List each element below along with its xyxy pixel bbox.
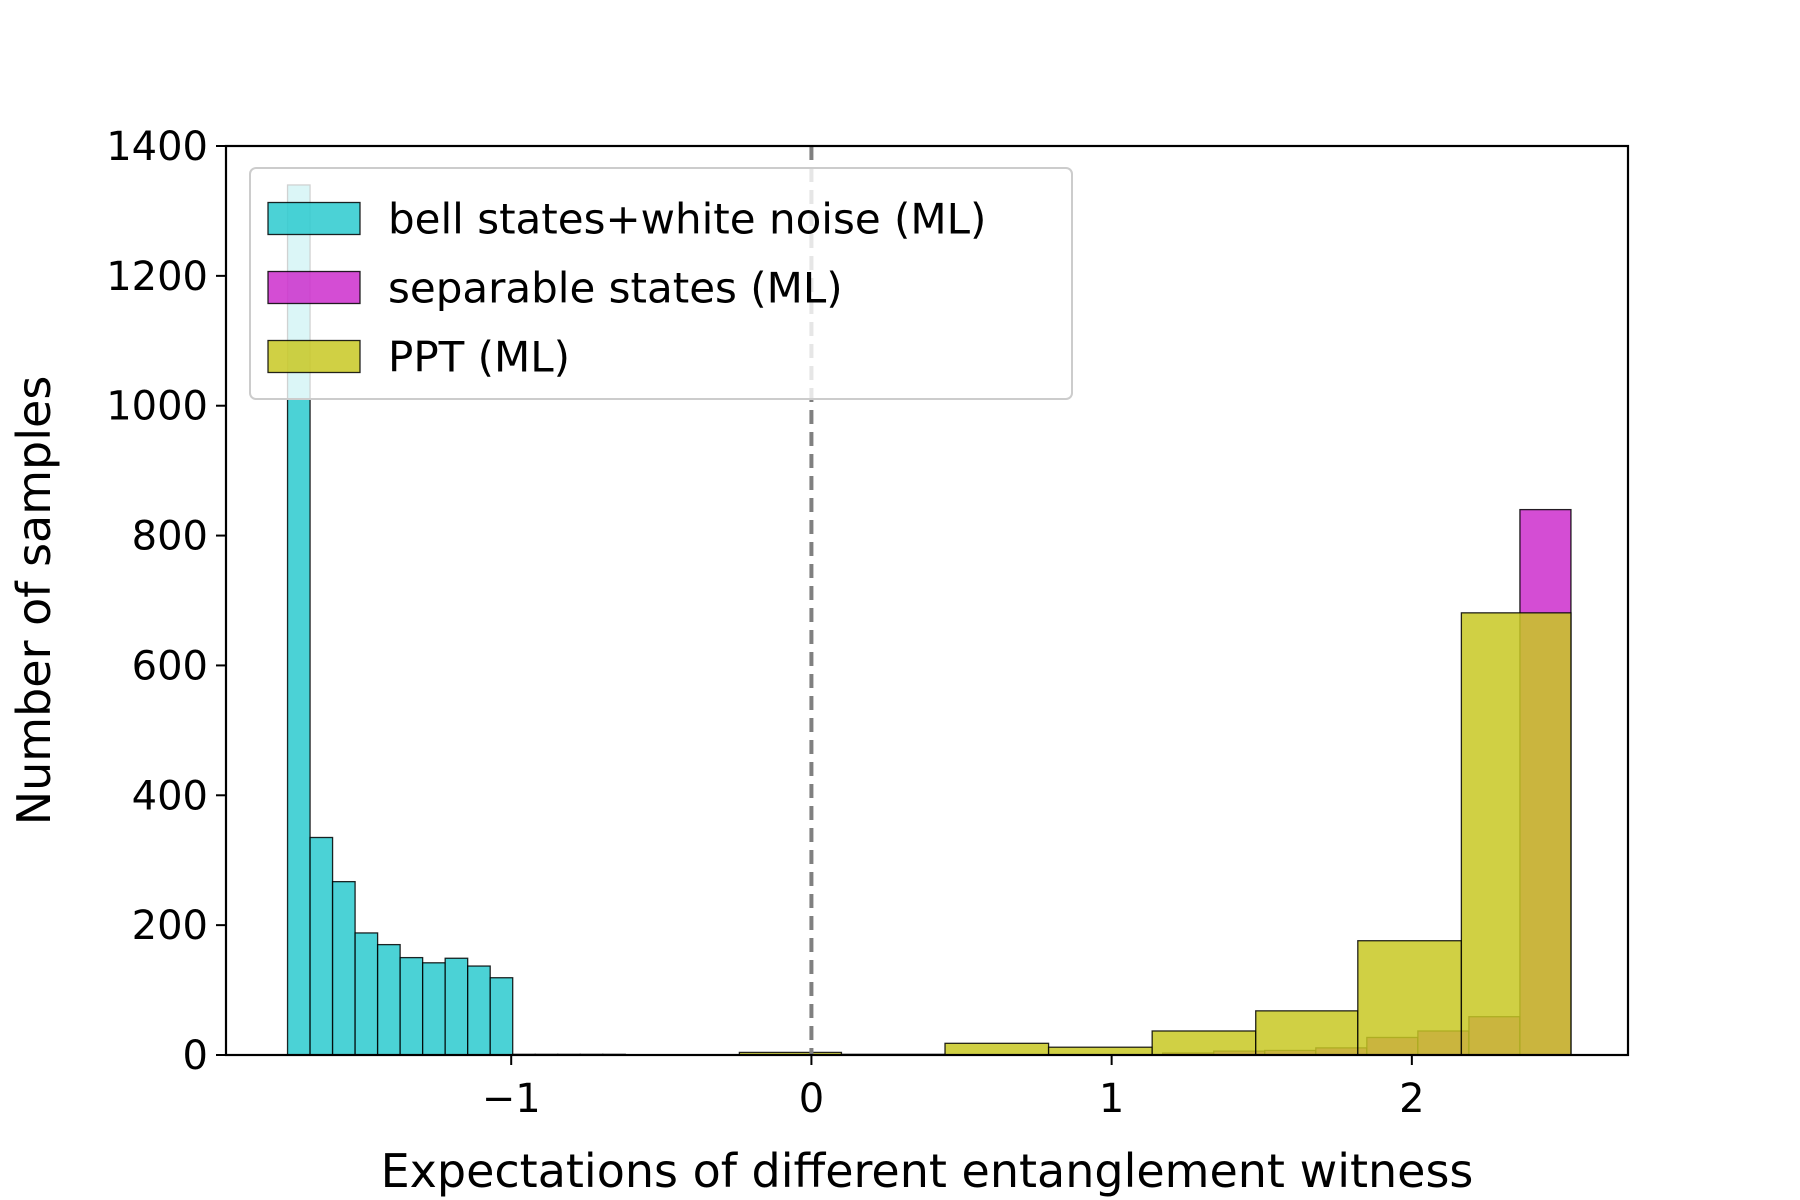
x-axis-title: Expectations of different entanglement w… [381,1144,1474,1198]
histogram-bar-series-0-bin-1 [309,836,334,1056]
histogram-bar-series-2-bin-7 [1460,612,1572,1056]
histogram-bar-series-0-bin-7 [444,957,469,1056]
histogram-bar-series-2-bin-6 [1357,940,1463,1056]
legend-label-0: bell states+white noise (ML) [388,195,986,244]
y-tick-label-5: 1000 [106,384,208,430]
histogram-bar-series-0-bin-4 [376,943,401,1056]
histogram-bar-series-0-bin-2 [331,880,356,1056]
legend-label-1: separable states (ML) [388,264,843,313]
x-axis-ticks: −1 0 1 2 [482,1055,1425,1122]
histogram-bar-series-0-bin-3 [354,932,379,1056]
x-tick-label-0: −1 [482,1076,541,1122]
histogram-bar-series-2-bin-5 [1255,1010,1359,1056]
y-tick-label-6: 1200 [106,254,208,300]
histogram-bar-series-2-bin-4 [1151,1030,1257,1056]
y-tick-label-1: 200 [132,903,208,949]
legend-swatch-1 [267,270,361,305]
x-tick-label-2: 1 [1099,1076,1124,1122]
histogram-bar-series-2-bin-3 [1047,1046,1153,1056]
x-tick-label-3: 2 [1399,1076,1424,1122]
legend-swatch-2 [267,339,361,374]
y-tick-label-4: 800 [132,514,208,560]
histogram-bar-series-0-bin-6 [421,962,446,1056]
plot-frame [224,144,1630,1057]
legend-label-2: PPT (ML) [388,333,570,382]
x-tick-label-1: 0 [799,1076,824,1122]
histogram-bar-series-0-bin-5 [399,956,424,1056]
y-axis-title: Number of samples [7,376,61,826]
histogram-bar-series-0-bin-8 [467,965,491,1056]
y-tick-label-7: 1400 [106,124,208,170]
legend-swatch-0 [267,201,361,236]
y-axis-ticks: 0 200 400 600 800 1000 1200 1400 [106,124,226,1079]
legend-box [249,167,1073,400]
y-tick-label-3: 600 [132,643,208,689]
y-tick-label-2: 400 [132,773,208,819]
legend: bell states+white noise (ML) separable st… [249,167,1073,400]
histogram-bar-series-2-bin-2 [944,1042,1050,1056]
y-tick-label-0: 0 [183,1033,208,1079]
histogram-bar-series-0-bin-9 [489,977,514,1056]
bars-layer [286,184,1572,1056]
